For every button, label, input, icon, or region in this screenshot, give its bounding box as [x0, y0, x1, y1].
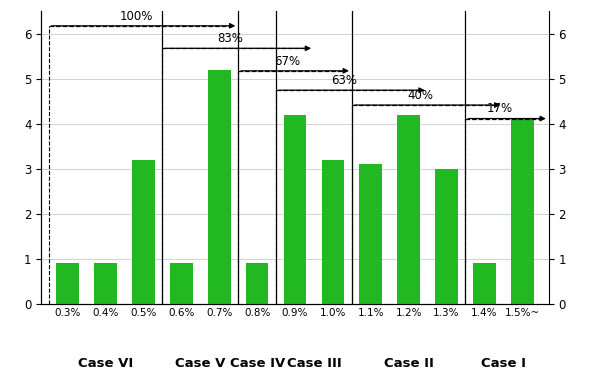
- Bar: [57, 263, 79, 304]
- Text: Case III: Case III: [287, 357, 341, 370]
- Text: 17%: 17%: [486, 102, 513, 116]
- Bar: [397, 115, 420, 304]
- Bar: [322, 160, 344, 304]
- Bar: [94, 263, 117, 304]
- Text: Case VI: Case VI: [78, 357, 133, 370]
- Bar: [435, 169, 458, 304]
- Bar: [284, 115, 306, 304]
- Bar: [170, 263, 193, 304]
- Text: Case V: Case V: [175, 357, 225, 370]
- Bar: [359, 165, 382, 304]
- Text: 63%: 63%: [331, 74, 357, 87]
- Text: Case II: Case II: [384, 357, 434, 370]
- Text: 83%: 83%: [218, 32, 244, 45]
- Bar: [473, 263, 496, 304]
- Text: Case IV: Case IV: [230, 357, 285, 370]
- Text: Case I: Case I: [481, 357, 526, 370]
- Bar: [511, 119, 533, 304]
- Text: 100%: 100%: [119, 10, 153, 23]
- Bar: [246, 263, 268, 304]
- Text: 40%: 40%: [407, 89, 433, 102]
- Bar: [208, 70, 231, 304]
- Bar: [132, 160, 155, 304]
- Text: 67%: 67%: [274, 55, 300, 68]
